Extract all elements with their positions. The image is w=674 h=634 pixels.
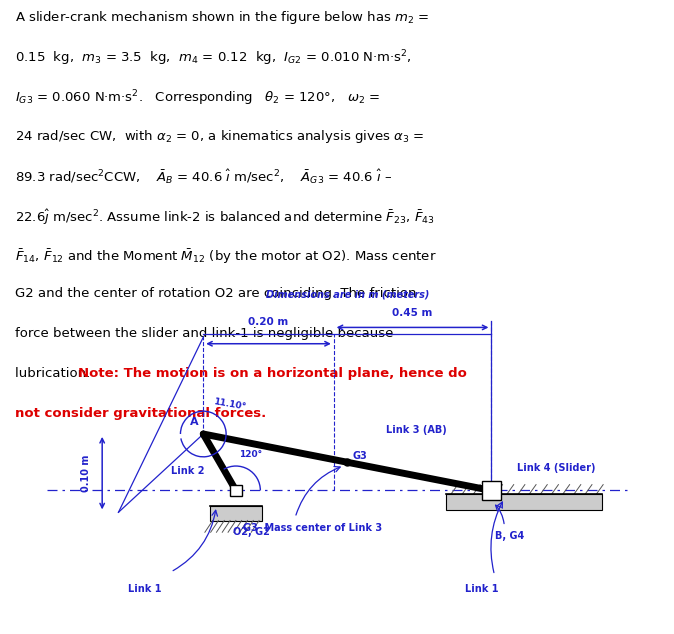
Text: $I_{G3}$ = 0.060 N·m·s$^2$.   Corresponding   $\theta_2$ = 120°,   $\omega_2$ =: $I_{G3}$ = 0.060 N·m·s$^2$. Correspondin… xyxy=(15,88,380,108)
Bar xyxy=(230,484,242,496)
Text: 11.10°: 11.10° xyxy=(213,397,247,411)
Text: Note: The motion is on a horizontal plane, hence do: Note: The motion is on a horizontal plan… xyxy=(78,367,467,380)
Text: 0.45 m: 0.45 m xyxy=(392,307,433,318)
Text: 0.10 m: 0.10 m xyxy=(81,455,91,492)
Text: O2, G2: O2, G2 xyxy=(233,527,270,537)
Bar xyxy=(481,481,501,500)
Text: $\bar{F}_{14}$, $\bar{F}_{12}$ and the Moment $\bar{M}_{12}$ (by the motor at O2: $\bar{F}_{14}$, $\bar{F}_{12}$ and the M… xyxy=(15,248,437,266)
Text: Link 4 (Slider): Link 4 (Slider) xyxy=(518,463,596,473)
Text: B, G4: B, G4 xyxy=(495,531,524,541)
Text: G2 and the center of rotation O2 are coinciding. The friction: G2 and the center of rotation O2 are coi… xyxy=(15,287,417,301)
Text: G3  Mass center of Link 3: G3 Mass center of Link 3 xyxy=(243,523,382,533)
Text: Dimensions are in m (meters): Dimensions are in m (meters) xyxy=(266,289,429,299)
Text: G3: G3 xyxy=(353,451,367,461)
Bar xyxy=(210,506,262,521)
Text: not consider gravitational forces.: not consider gravitational forces. xyxy=(15,407,266,420)
Text: 0.20 m: 0.20 m xyxy=(249,318,288,327)
Text: Link 1: Link 1 xyxy=(465,584,499,593)
Text: A: A xyxy=(190,417,199,427)
Text: 22.6$\hat{\jmath}$ m/sec$^2$. Assume link-2 is balanced and determine $\bar{F}_{: 22.6$\hat{\jmath}$ m/sec$^2$. Assume lin… xyxy=(15,208,435,227)
Text: 0.15  kg,  $m_3$ = 3.5  kg,  $m_4$ = 0.12  kg,  $I_{G2}$ = 0.010 N·m·s$^2$,: 0.15 kg, $m_3$ = 3.5 kg, $m_4$ = 0.12 kg… xyxy=(15,49,412,68)
Text: 120°: 120° xyxy=(239,450,262,459)
Text: lubrication.: lubrication. xyxy=(15,367,94,380)
Text: Link 2: Link 2 xyxy=(171,466,204,476)
Bar xyxy=(446,494,602,510)
Text: Link 1: Link 1 xyxy=(128,584,162,593)
Text: A slider-crank mechanism shown in the figure below has $m_2$ =: A slider-crank mechanism shown in the fi… xyxy=(15,9,429,26)
Text: force between the slider and link-1 is negligible because: force between the slider and link-1 is n… xyxy=(15,327,393,340)
Text: 24 rad/sec CW,  with $\alpha_2$ = 0, a kinematics analysis gives $\alpha_3$ =: 24 rad/sec CW, with $\alpha_2$ = 0, a ki… xyxy=(15,128,424,145)
Text: 89.3 rad/sec$^2$CCW,    $\bar{A}_B$ = 40.6 $\hat{\imath}$ m/sec$^2$,    $\bar{A}: 89.3 rad/sec$^2$CCW, $\bar{A}_B$ = 40.6 … xyxy=(15,168,392,186)
Text: Link 3 (AB): Link 3 (AB) xyxy=(386,425,447,435)
